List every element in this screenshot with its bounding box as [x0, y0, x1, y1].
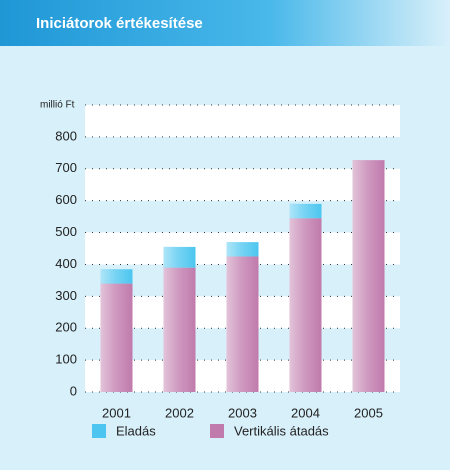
x-tick-label: 2003 — [228, 405, 257, 420]
x-tick-label: 2001 — [102, 405, 131, 420]
header-bar — [0, 0, 450, 46]
y-tick-label: 500 — [55, 224, 77, 239]
bar-shine — [352, 160, 385, 392]
y-tick-label: 700 — [55, 160, 77, 175]
y-tick-label: 100 — [55, 352, 77, 367]
bar-shine — [163, 246, 196, 268]
bar-shine — [100, 283, 133, 392]
bar-shine — [226, 242, 259, 257]
y-tick-label: 0 — [70, 383, 77, 398]
y-tick-label: 800 — [55, 128, 77, 143]
chart-title: Iniciátorok értékesítése — [36, 15, 203, 32]
legend-swatch — [210, 424, 224, 438]
y-tick-label: 600 — [55, 192, 77, 207]
legend-label: Vertikális átadás — [234, 423, 329, 438]
y-axis-label: millió Ft — [40, 100, 75, 111]
grid-band — [85, 105, 400, 137]
y-tick-label: 300 — [55, 288, 77, 303]
x-tick-label: 2005 — [354, 405, 383, 420]
bar-shine — [163, 267, 196, 392]
grid-band — [85, 168, 400, 201]
legend-swatch — [92, 424, 106, 438]
bar-shine — [100, 269, 133, 284]
bar-shine — [289, 203, 322, 219]
y-tick-label: 400 — [55, 256, 77, 271]
x-tick-label: 2004 — [291, 405, 320, 420]
legend-label: Eladás — [116, 423, 156, 438]
bar-shine — [289, 218, 322, 392]
y-tick-label: 200 — [55, 320, 77, 335]
bar-shine — [226, 256, 259, 392]
x-tick-label: 2002 — [165, 405, 194, 420]
